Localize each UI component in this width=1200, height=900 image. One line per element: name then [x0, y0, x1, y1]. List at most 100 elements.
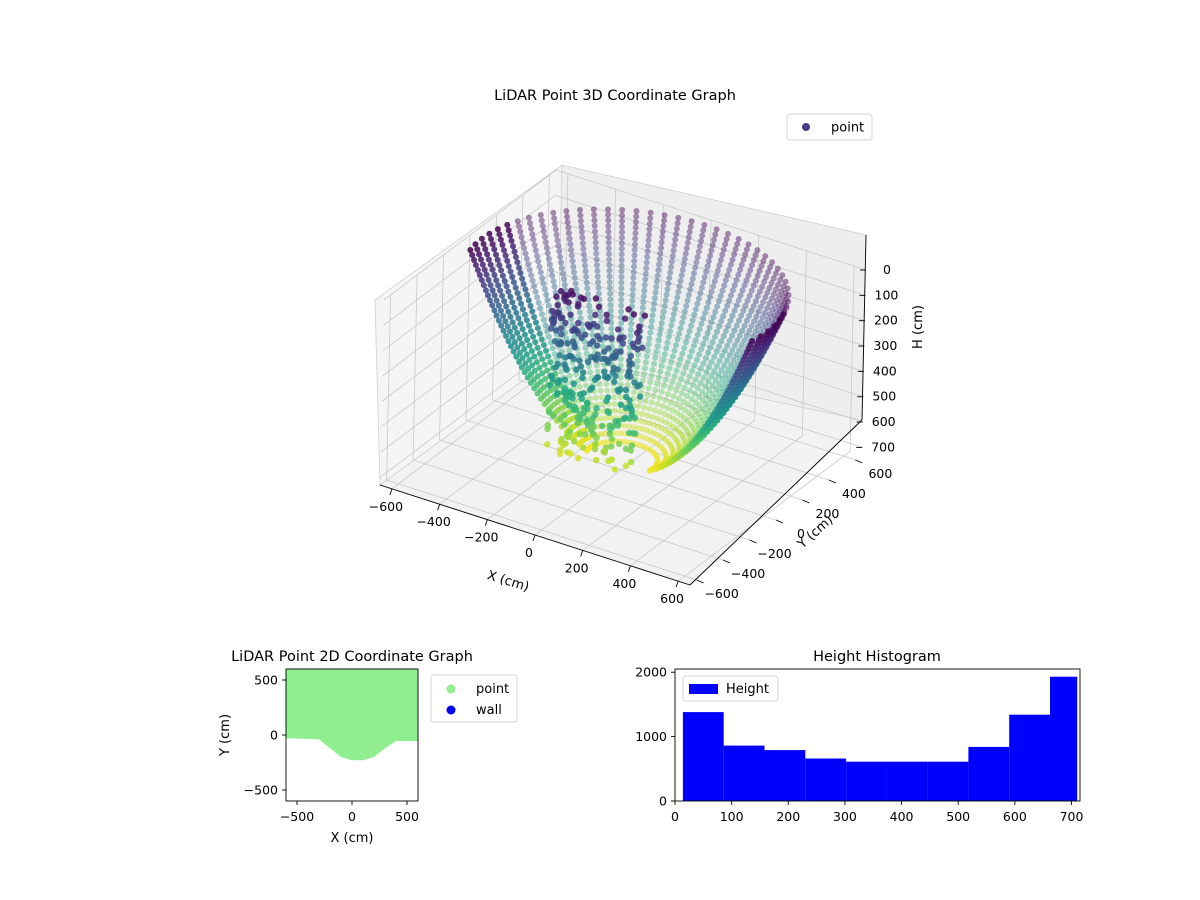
plot3d-point — [634, 208, 640, 214]
plot3d-point — [700, 315, 706, 321]
plot3d-point — [550, 278, 556, 284]
plot3d-point — [684, 379, 690, 385]
hist-legend: Height — [683, 676, 778, 701]
plot3d-point — [531, 314, 537, 320]
plot3d-point — [477, 272, 483, 278]
plot3d-point — [595, 369, 601, 375]
plot3d-point — [546, 409, 552, 415]
plot3d-point — [716, 298, 722, 304]
plot3d-point — [659, 363, 665, 369]
plot3d-point — [597, 336, 603, 342]
plot3d-point — [631, 264, 637, 270]
plot3d-point — [582, 263, 588, 269]
plot3d-point — [646, 385, 652, 391]
plot3d-point — [718, 257, 724, 263]
plot3d-point — [617, 335, 623, 341]
plot3d-point — [529, 231, 535, 237]
plot3d-point — [655, 267, 661, 273]
plot3d-point — [526, 297, 532, 303]
plot2d-legend-wall-marker — [447, 706, 456, 715]
plot3d-point — [675, 220, 681, 226]
plot3d-z-tick-label: 300 — [873, 338, 897, 353]
plot3d-point — [523, 251, 529, 257]
plot3d-point — [534, 294, 540, 300]
plot3d-point — [665, 286, 671, 292]
plot3d-point — [646, 232, 652, 238]
plot3d-point — [507, 294, 513, 300]
hist-title: Height Histogram — [813, 649, 941, 665]
plot3d-point — [644, 392, 650, 398]
plot3d-point — [501, 298, 507, 304]
plot3d-point — [554, 232, 560, 238]
hist-y-tick-label: 2000 — [635, 665, 667, 680]
plot3d-point — [504, 222, 510, 228]
hist-bar — [765, 750, 806, 801]
plot3d-point — [709, 247, 715, 253]
plot3d-point — [693, 259, 699, 265]
plot3d-point — [689, 218, 695, 224]
plot3d-point — [692, 265, 698, 271]
plot3d-point — [695, 254, 701, 260]
plot3d-point — [727, 318, 733, 324]
plot3d-point — [702, 310, 708, 316]
plot3d-point — [582, 257, 588, 263]
plot3d-point — [606, 245, 612, 251]
plot3d-point — [580, 240, 586, 246]
plot3d-point — [673, 231, 679, 237]
plot3d-point — [703, 369, 709, 375]
plot3d-point — [683, 251, 689, 257]
plot3d-point — [587, 341, 593, 347]
plot3d-point — [608, 335, 614, 341]
plot3d-point — [484, 251, 490, 257]
plot3d-point — [697, 326, 703, 332]
plot3d-point — [671, 393, 677, 399]
plot3d-point — [687, 229, 693, 235]
plot3d-point — [665, 281, 671, 287]
plot3d-point — [660, 357, 666, 363]
plot3d-point — [733, 246, 739, 252]
plot3d-point — [558, 325, 564, 331]
plot3d-point — [657, 250, 663, 256]
hist-x-tick-label: 200 — [776, 809, 800, 824]
plot3d-point — [672, 306, 678, 312]
plot3d-point — [612, 401, 618, 407]
plot3d-point — [644, 254, 650, 260]
plot3d-point — [589, 385, 595, 391]
plot3d-point — [522, 286, 528, 292]
plot3d-point — [647, 406, 653, 412]
plot3d-point — [482, 267, 488, 273]
plot3d-point — [479, 236, 485, 242]
plot3d-point — [593, 405, 599, 411]
plot3d-point — [492, 292, 498, 298]
plot3d-point — [632, 415, 638, 421]
plot3d-point — [498, 323, 504, 329]
plot3d-point — [642, 365, 648, 371]
plot3d-point — [682, 256, 688, 262]
plot3d-point — [503, 333, 509, 339]
plot3d-point — [607, 296, 613, 302]
plot3d-point — [685, 298, 691, 304]
plot3d-point — [670, 354, 676, 360]
plot3d-point — [687, 287, 693, 293]
plot3d-point — [482, 246, 488, 252]
plot3d-point — [643, 271, 649, 277]
plot3d-point — [650, 307, 656, 313]
plot3d-point — [566, 230, 572, 236]
plot3d-point — [555, 302, 561, 308]
plot3d-point — [603, 398, 609, 404]
plot3d-point — [581, 251, 587, 257]
plot3d-point — [681, 261, 687, 267]
plot3d-point — [619, 235, 625, 241]
plot3d-point — [619, 213, 625, 219]
plot3d-point — [552, 284, 558, 290]
plot3d-point — [628, 321, 634, 327]
plot3d-point — [656, 262, 662, 268]
plot3d-point — [618, 408, 624, 414]
plot3d-point — [509, 238, 515, 244]
plot3d-point — [724, 303, 730, 309]
plot3d-point — [593, 240, 599, 246]
plot3d-point — [679, 390, 685, 396]
plot2d-y-tick-label: −500 — [244, 783, 278, 798]
plot3d-point — [563, 208, 569, 214]
plot3d-point — [653, 284, 659, 290]
